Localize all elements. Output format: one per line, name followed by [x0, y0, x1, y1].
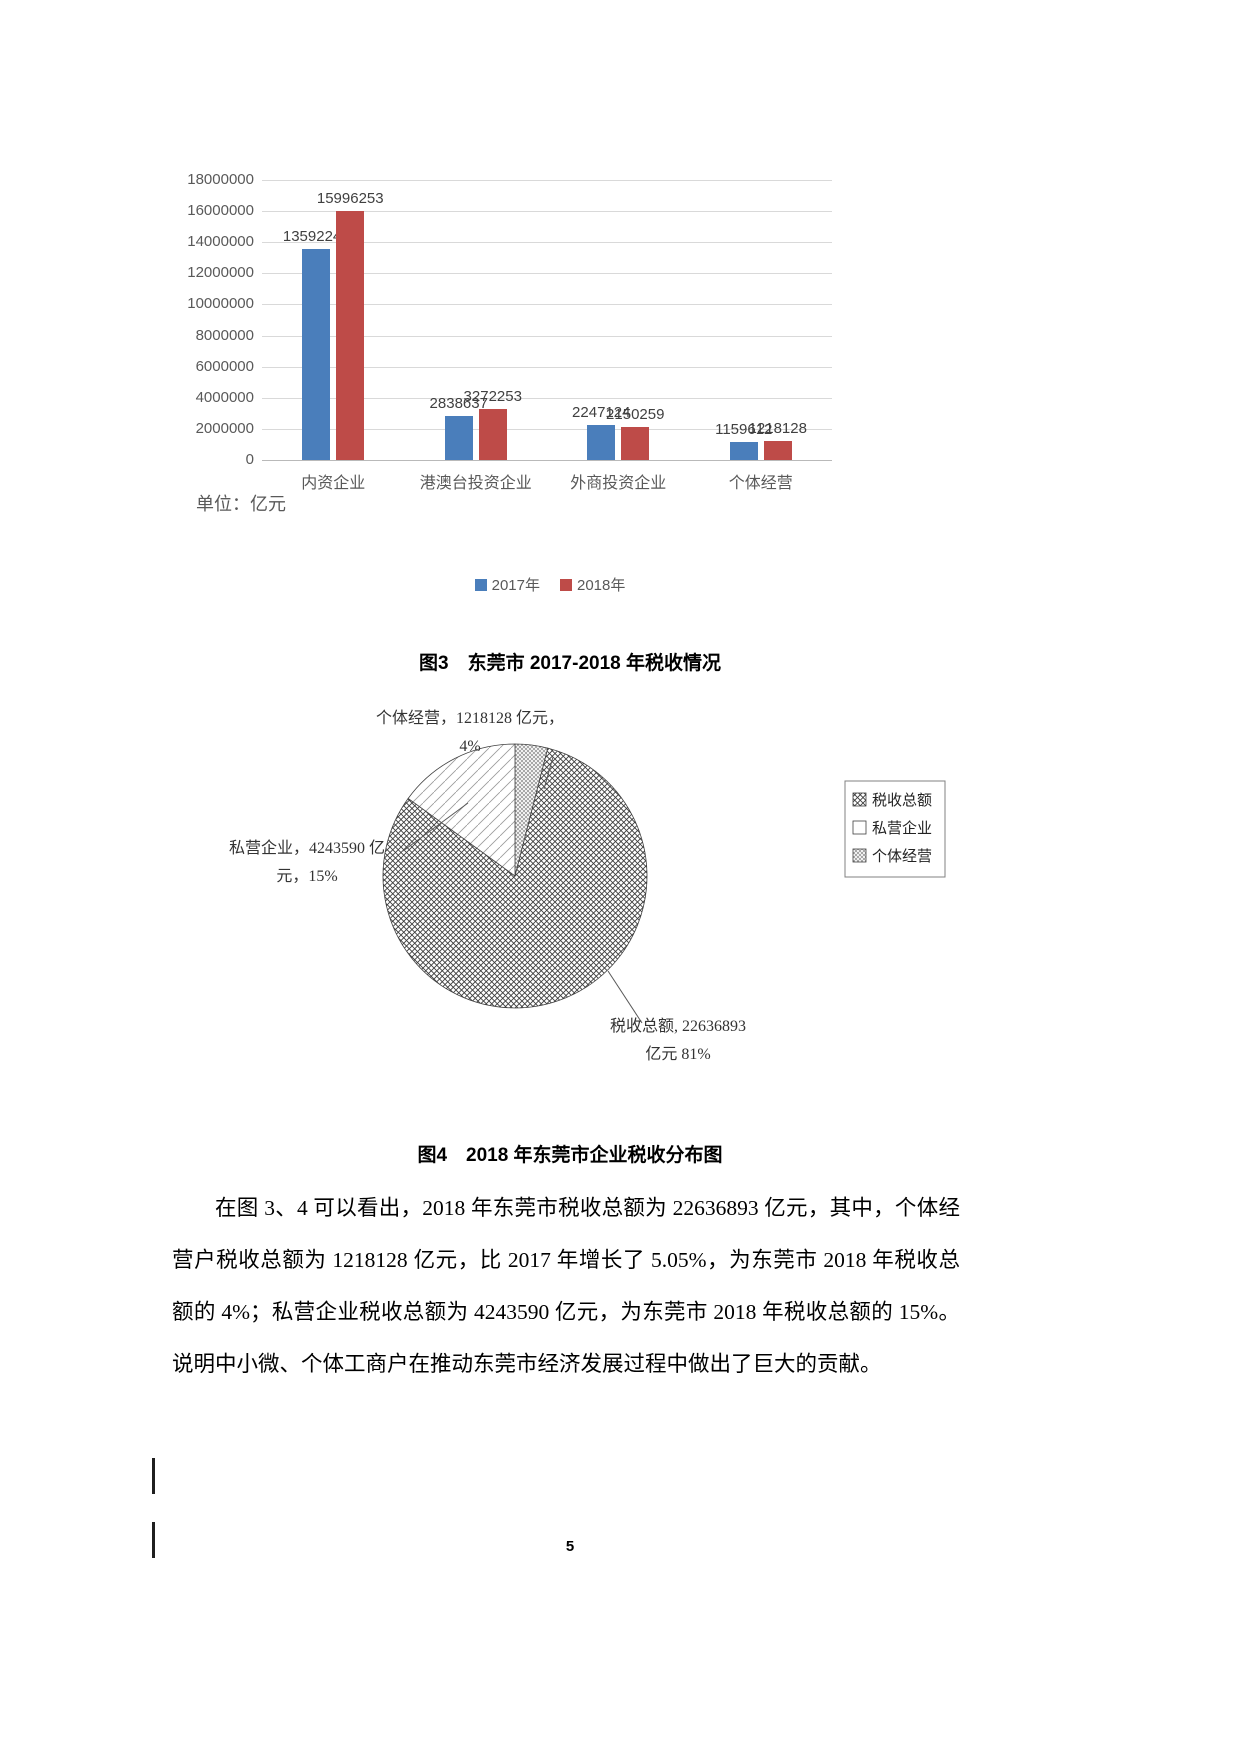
y-axis-tick-label: 4000000	[195, 388, 254, 406]
bar-data-label: 3272253	[463, 388, 522, 406]
page-number: 5	[565, 1538, 575, 1555]
legend-label: 2018年	[577, 577, 626, 594]
y-axis-tick-label: 0	[245, 451, 254, 468]
pie-data-label: 4%	[459, 738, 480, 755]
bar-data-label: 1218128	[748, 420, 807, 438]
bar-data-label: 1159612	[715, 420, 773, 438]
gridline	[262, 273, 832, 275]
gridline	[262, 428, 832, 430]
pie-legend-swatch	[852, 820, 867, 835]
figure3-caption: 图3 东莞市 2017-2018 年税收情况	[419, 653, 721, 674]
pie-leader-line	[402, 802, 469, 852]
gridline	[262, 180, 832, 181]
legend-color-swatch	[474, 578, 487, 591]
bar-2018年-港澳台投资企业	[478, 409, 507, 460]
bar-data-label: 13592244	[282, 227, 350, 245]
x-axis-category-label: 外商投资企业	[570, 475, 667, 492]
bar-2018年-内资企业	[336, 211, 365, 460]
pie-legend-label: 个体经营	[872, 848, 932, 865]
bar-2017年-个体经营	[729, 441, 758, 460]
legend-item: 2018年	[560, 574, 625, 595]
y-axis-tick-label: 6000000	[195, 357, 254, 375]
pie-legend-swatch	[852, 792, 867, 807]
gridline	[262, 304, 832, 306]
bar-2017年-外商投资企业	[587, 425, 616, 460]
y-axis-tick-label: 8000000	[195, 326, 254, 344]
bar-data-label: 2150259	[606, 405, 665, 423]
gridline	[262, 366, 832, 368]
legend-label: 2017年	[491, 577, 540, 594]
bar-2018年-外商投资企业	[621, 426, 650, 460]
pie-slice-税收总额	[382, 747, 648, 1009]
gridline	[262, 397, 832, 399]
y-axis-tick-label: 12000000	[187, 264, 254, 282]
unit-label: 单位：亿元	[196, 494, 286, 514]
y-axis-tick-label: 10000000	[187, 295, 254, 313]
legend-item: 2017年	[474, 574, 540, 595]
pie-legend-label: 税收总额	[872, 792, 932, 809]
gridline	[262, 242, 832, 244]
pie-data-label: 元，15%	[276, 868, 337, 885]
bar-data-label: 15996253	[316, 190, 384, 208]
y-axis-tick-label: 2000000	[195, 419, 254, 437]
y-axis-tick-label: 16000000	[187, 202, 254, 220]
pie-data-label: 税收总额, 22636893	[610, 1017, 746, 1035]
y-axis-tick-label: 18000000	[187, 171, 254, 188]
gridline	[262, 211, 832, 213]
pie-leader-line	[607, 970, 643, 1024]
bar-chart-figure3: 18000000 16000000 14000000 12000000 10000000…	[150, 168, 840, 504]
pie-data-label: 个体经营，1218128 亿元，	[376, 709, 564, 727]
x-axis-category-label: 个体经营	[728, 475, 793, 492]
x-axis-category-label: 港澳台投资企业	[419, 475, 532, 492]
gridline	[262, 460, 832, 461]
bar-chart-legend: 2017年 2018年	[150, 574, 950, 595]
pie-legend-swatch	[852, 848, 867, 863]
pie-legend-label: 私营企业	[872, 819, 932, 837]
bar-2018年-个体经营	[763, 441, 792, 460]
bar-2017年-内资企业	[302, 248, 331, 460]
figure4-caption: 图4 2018 年东莞市企业税收分布图	[417, 1145, 723, 1166]
revision-bar-mark	[152, 1522, 155, 1558]
gridline	[262, 335, 832, 337]
body-paragraph: 在图 3、4 可以看出，2018 年东莞市税收总额为 22636893 亿元，其…	[172, 1196, 960, 1377]
bar-data-label: 2247124	[572, 404, 631, 422]
y-axis-tick-label: 14000000	[187, 233, 254, 251]
bar-2017年-港澳台投资企业	[444, 415, 473, 460]
revision-bar-mark	[152, 1458, 155, 1494]
pie-leader-line	[543, 756, 554, 790]
pie-data-label: 亿元 81%	[645, 1045, 710, 1063]
x-axis-category-label: 内资企业	[301, 475, 366, 492]
bar-data-label: 2838637	[429, 394, 488, 412]
pie-chart-figure4: 个体经营，1218128 亿元， 4% 税收总额, 22636893 亿元 81% 私营…	[229, 709, 946, 1063]
pie-slice-私营企业	[407, 743, 516, 877]
pie-data-label: 私营企业，4243590 亿	[229, 839, 385, 857]
legend-color-swatch	[560, 578, 572, 591]
